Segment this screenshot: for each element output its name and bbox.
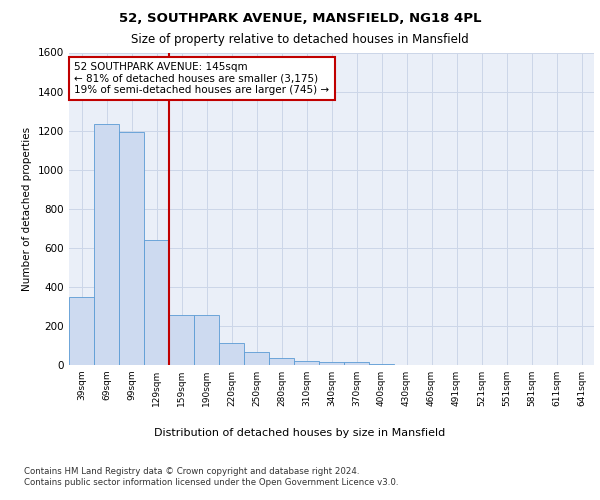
Bar (169, 315, 194, 365)
Bar (294, 361, 319, 365)
Bar (219, 342, 244, 365)
Bar (269, 358, 294, 365)
Bar (369, 364, 394, 365)
Bar (319, 362, 344, 365)
Bar (344, 362, 369, 365)
Bar (119, 132, 144, 365)
Bar (69, 296, 94, 365)
Bar (244, 352, 269, 365)
Text: Contains HM Land Registry data © Crown copyright and database right 2024.
Contai: Contains HM Land Registry data © Crown c… (24, 468, 398, 487)
Bar (144, 240, 169, 365)
Bar (94, 124, 119, 365)
Text: Size of property relative to detached houses in Mansfield: Size of property relative to detached ho… (131, 32, 469, 46)
Y-axis label: Number of detached properties: Number of detached properties (22, 126, 32, 291)
Text: 52 SOUTHPARK AVENUE: 145sqm
← 81% of detached houses are smaller (3,175)
19% of : 52 SOUTHPARK AVENUE: 145sqm ← 81% of det… (74, 62, 329, 95)
Bar (194, 315, 219, 365)
Text: 52, SOUTHPARK AVENUE, MANSFIELD, NG18 4PL: 52, SOUTHPARK AVENUE, MANSFIELD, NG18 4P… (119, 12, 481, 26)
Text: Distribution of detached houses by size in Mansfield: Distribution of detached houses by size … (154, 428, 446, 438)
